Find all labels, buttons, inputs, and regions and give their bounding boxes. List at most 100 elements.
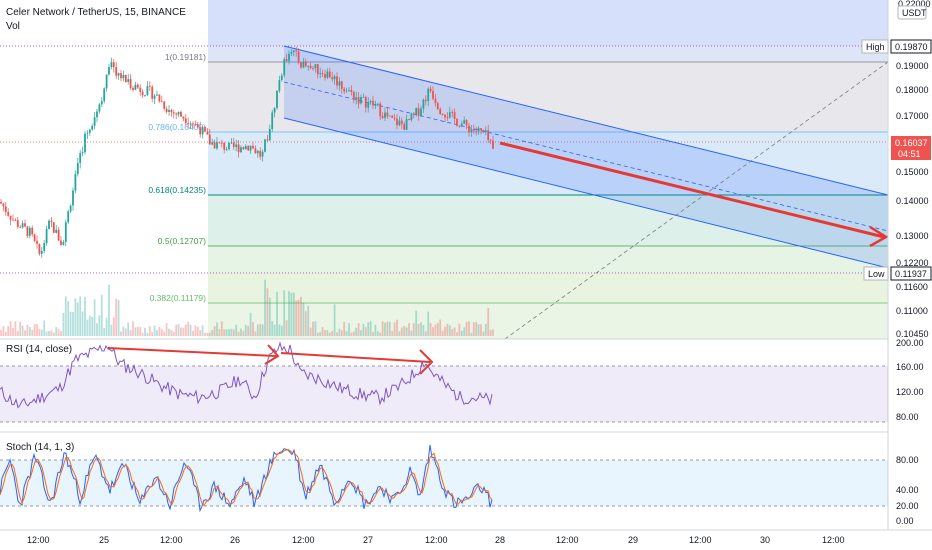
candle[interactable] xyxy=(141,91,144,96)
candle[interactable] xyxy=(206,131,209,135)
candle[interactable] xyxy=(127,79,130,82)
candle[interactable] xyxy=(362,96,365,98)
candle[interactable] xyxy=(480,128,482,131)
candle[interactable] xyxy=(290,52,293,54)
price-candles[interactable] xyxy=(0,46,494,259)
candle[interactable] xyxy=(165,108,168,112)
candle[interactable] xyxy=(436,103,439,110)
candle[interactable] xyxy=(482,130,485,132)
candle[interactable] xyxy=(350,89,353,93)
candle[interactable] xyxy=(48,220,50,230)
candle[interactable] xyxy=(487,130,490,140)
candle[interactable] xyxy=(232,142,235,147)
candle[interactable] xyxy=(434,98,437,104)
candle[interactable] xyxy=(319,73,322,75)
candle[interactable] xyxy=(336,76,338,86)
candle[interactable] xyxy=(357,97,360,104)
candle[interactable] xyxy=(492,140,494,149)
candle[interactable] xyxy=(410,113,413,121)
candle[interactable] xyxy=(9,215,12,220)
candle[interactable] xyxy=(278,80,281,91)
candle[interactable] xyxy=(369,100,372,103)
candle[interactable] xyxy=(489,139,492,141)
candle[interactable] xyxy=(388,115,391,117)
candle[interactable] xyxy=(216,142,218,149)
stoch-pane[interactable]: Stoch (14, 1, 3) xyxy=(0,442,888,513)
forecast-arrow[interactable] xyxy=(499,141,889,248)
candle[interactable] xyxy=(103,88,106,102)
candle[interactable] xyxy=(98,104,101,112)
candle[interactable] xyxy=(74,174,77,191)
candle[interactable] xyxy=(132,88,134,90)
candle[interactable] xyxy=(333,76,336,80)
candle[interactable] xyxy=(196,124,199,128)
candle[interactable] xyxy=(19,226,22,228)
candle[interactable] xyxy=(259,150,262,157)
candle[interactable] xyxy=(187,123,190,125)
candle[interactable] xyxy=(465,120,468,126)
candle[interactable] xyxy=(302,61,305,68)
candle[interactable] xyxy=(439,109,442,115)
candle[interactable] xyxy=(376,103,379,106)
candle[interactable] xyxy=(237,144,240,153)
candle[interactable] xyxy=(386,112,389,117)
candle[interactable] xyxy=(160,101,163,103)
candle[interactable] xyxy=(230,142,233,144)
candle[interactable] xyxy=(364,96,367,108)
candle[interactable] xyxy=(81,152,84,154)
candle[interactable] xyxy=(381,116,384,118)
candle[interactable] xyxy=(463,120,466,124)
candle[interactable] xyxy=(62,242,65,245)
candle[interactable] xyxy=(218,142,221,144)
candle[interactable] xyxy=(208,134,211,145)
candle[interactable] xyxy=(136,84,139,88)
candle[interactable] xyxy=(292,50,295,53)
candle[interactable] xyxy=(326,71,329,78)
candle[interactable] xyxy=(21,223,24,228)
candle[interactable] xyxy=(254,148,257,154)
candle[interactable] xyxy=(453,112,456,119)
candle[interactable] xyxy=(93,117,96,126)
candle[interactable] xyxy=(398,120,401,126)
fib-lines[interactable] xyxy=(0,45,888,304)
rsi-divergence-arrows[interactable] xyxy=(107,344,434,375)
candle[interactable] xyxy=(256,150,259,154)
candle[interactable] xyxy=(460,123,463,127)
candle[interactable] xyxy=(314,64,317,69)
candle[interactable] xyxy=(343,88,346,92)
candle[interactable] xyxy=(194,124,197,125)
candle[interactable] xyxy=(151,86,154,99)
candle[interactable] xyxy=(86,132,89,134)
candle[interactable] xyxy=(60,240,62,245)
candle[interactable] xyxy=(456,118,458,126)
candle[interactable] xyxy=(33,234,36,241)
candle[interactable] xyxy=(69,205,72,212)
candle[interactable] xyxy=(38,243,41,254)
candle[interactable] xyxy=(367,102,370,108)
candle[interactable] xyxy=(247,146,250,151)
candle[interactable] xyxy=(189,123,192,125)
candle[interactable] xyxy=(268,128,271,141)
candle[interactable] xyxy=(7,212,10,216)
price-axis[interactable]: 0.22000 USDT 0.19000 0.18000 0.17000 0.1… xyxy=(861,0,932,339)
candle[interactable] xyxy=(331,77,334,80)
candle[interactable] xyxy=(199,127,202,135)
candle[interactable] xyxy=(220,142,223,144)
candle[interactable] xyxy=(120,73,122,79)
candle[interactable] xyxy=(84,133,86,153)
candle[interactable] xyxy=(88,129,91,133)
candle[interactable] xyxy=(420,108,422,116)
candle[interactable] xyxy=(458,125,461,127)
candle[interactable] xyxy=(328,71,331,78)
candle[interactable] xyxy=(352,92,355,100)
candle[interactable] xyxy=(244,146,247,150)
candle[interactable] xyxy=(96,111,98,118)
candle[interactable] xyxy=(295,50,298,52)
candle[interactable] xyxy=(444,114,446,118)
candle[interactable] xyxy=(12,219,14,221)
candle[interactable] xyxy=(168,110,170,112)
candle[interactable] xyxy=(72,190,74,206)
candle[interactable] xyxy=(468,125,470,133)
candle[interactable] xyxy=(405,119,408,130)
candle[interactable] xyxy=(91,125,94,130)
